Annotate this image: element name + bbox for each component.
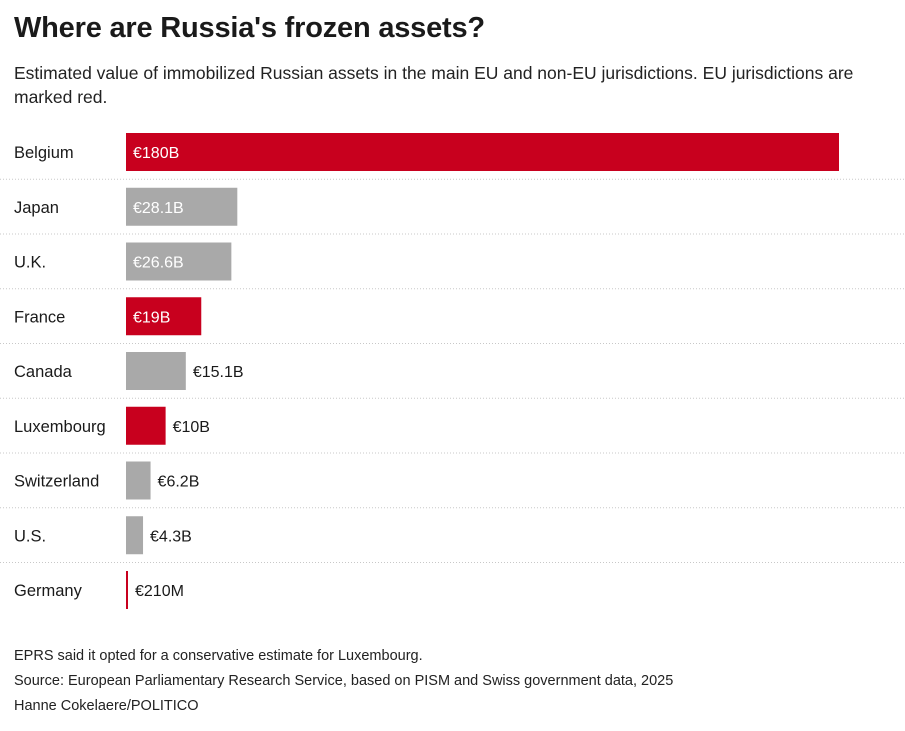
value-label: €180B [133,145,179,162]
bar [126,406,166,445]
chart-subtitle: Estimated value of immobilized Russian a… [14,63,854,107]
category-label: Canada [14,363,73,381]
value-label: €210M [135,583,184,600]
bar [126,187,238,226]
credit-note: Hanne Cokelaere/POLITICO [14,698,199,714]
bar [126,461,151,500]
value-label: €26.6B [133,255,184,272]
value-label: €4.3B [150,528,192,545]
value-label: €15.1B [193,364,244,381]
bar [126,516,144,555]
chart-title: Where are Russia's frozen assets? [14,12,485,44]
category-label: U.K. [14,254,46,272]
bar [126,242,232,281]
category-label: Luxembourg [14,418,106,436]
category-label: U.S. [14,527,46,545]
bar [126,297,202,336]
category-label: Belgium [14,144,74,162]
bar [126,352,186,390]
footnote: EPRS said it opted for a conservative es… [14,648,423,664]
source-note: Source: European Parliamentary Research … [14,673,674,689]
value-label: €19B [133,309,170,326]
value-label: €6.2B [158,474,200,491]
bar-chart: Belgium €180B Japan €28.1B U.K. €26.6B France €… [0,133,905,609]
value-label: €28.1B [133,200,184,217]
value-label: €10B [173,419,210,436]
category-label: France [14,308,65,326]
category-label: Germany [14,582,83,600]
bar [126,133,839,171]
bar [126,571,128,609]
category-label: Switzerland [14,473,99,491]
category-label: Japan [14,199,59,217]
